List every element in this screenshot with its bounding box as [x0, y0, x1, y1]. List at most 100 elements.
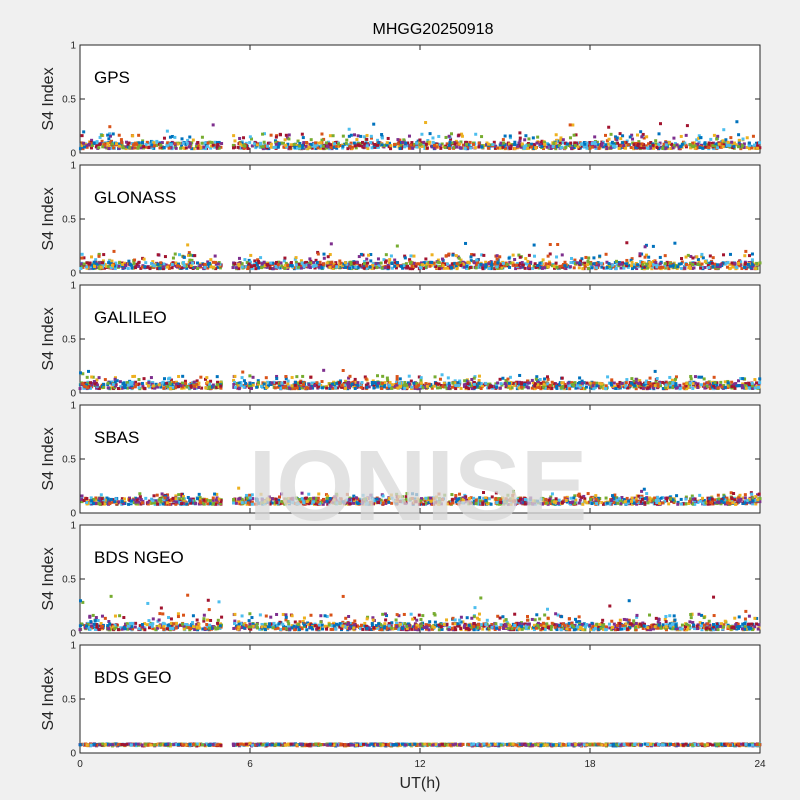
data-point: [739, 260, 743, 264]
data-point: [672, 143, 676, 147]
data-point: [369, 493, 373, 497]
data-point: [594, 261, 598, 265]
data-point: [177, 374, 181, 378]
data-point: [678, 383, 682, 387]
data-point: [79, 371, 83, 375]
data-point: [209, 144, 213, 148]
data-point: [179, 146, 183, 150]
data-point: [164, 263, 168, 267]
data-point: [332, 262, 336, 266]
data-point: [729, 136, 733, 140]
data-point: [509, 381, 513, 385]
data-point: [474, 263, 478, 267]
data-point: [352, 382, 356, 386]
data-point: [413, 261, 417, 265]
data-point: [78, 387, 82, 391]
data-point: [404, 141, 408, 145]
data-point: [557, 144, 561, 148]
data-point: [564, 387, 568, 391]
data-point: [245, 261, 249, 265]
data-point: [102, 385, 106, 389]
data-point: [468, 143, 472, 147]
data-point: [137, 378, 141, 382]
data-point: [263, 262, 267, 266]
data-point: [393, 143, 397, 147]
data-point: [726, 385, 730, 389]
data-point: [440, 257, 444, 261]
data-point: [716, 266, 720, 270]
data-point: [518, 136, 522, 140]
data-point: [688, 381, 692, 385]
data-point: [734, 382, 738, 386]
data-point: [758, 146, 762, 150]
data-point: [518, 131, 522, 135]
data-point: [584, 143, 588, 147]
data-point: [525, 385, 529, 389]
data-point: [150, 265, 154, 269]
data-point: [102, 383, 106, 387]
data-point: [80, 134, 84, 138]
data-point: [382, 144, 386, 148]
data-point: [711, 381, 715, 385]
data-point: [725, 265, 729, 269]
series-points: [80, 486, 762, 506]
data-point: [617, 146, 621, 150]
data-point: [508, 265, 512, 269]
data-point: [722, 143, 726, 147]
data-point: [481, 263, 485, 267]
data-point: [187, 145, 191, 149]
data-point: [263, 264, 267, 268]
data-point: [424, 382, 428, 386]
data-point: [519, 145, 523, 149]
data-point: [663, 266, 667, 270]
data-point: [340, 385, 344, 389]
data-point: [737, 379, 741, 383]
data-point: [417, 375, 421, 379]
data-point: [102, 143, 106, 147]
data-point: [617, 145, 621, 149]
data-point: [367, 253, 371, 257]
data-point: [726, 381, 730, 385]
data-point: [419, 376, 423, 380]
data-point: [194, 382, 198, 386]
data-point: [758, 377, 762, 381]
data-point: [320, 138, 324, 142]
data-point: [453, 379, 457, 383]
data-point: [301, 263, 305, 267]
data-point: [275, 381, 279, 385]
data-point: [482, 253, 486, 257]
data-point: [181, 146, 185, 150]
data-point: [695, 138, 699, 142]
data-point: [320, 144, 324, 148]
data-point: [152, 264, 156, 268]
data-point: [453, 261, 457, 265]
data-point: [624, 264, 628, 268]
data-point: [639, 130, 643, 134]
data-point: [593, 135, 597, 139]
data-point: [757, 492, 761, 496]
data-point: [545, 265, 549, 269]
data-point: [416, 387, 420, 391]
data-point: [606, 142, 610, 146]
data-point: [425, 384, 429, 388]
data-point: [203, 263, 207, 267]
data-point: [160, 141, 164, 145]
data-point: [89, 142, 93, 146]
data-point: [665, 381, 669, 385]
data-point: [732, 142, 736, 146]
data-point: [365, 385, 369, 389]
data-point: [590, 266, 594, 270]
data-point: [573, 258, 577, 262]
data-point: [242, 136, 246, 140]
data-point: [644, 381, 648, 385]
data-point: [162, 136, 166, 140]
data-point: [640, 382, 644, 386]
data-point: [416, 262, 420, 266]
data-point: [152, 265, 156, 269]
data-point: [715, 381, 719, 385]
data-point: [348, 374, 352, 378]
data-point: [118, 380, 122, 384]
data-point: [575, 261, 579, 265]
data-point: [121, 262, 125, 266]
data-point: [652, 386, 656, 390]
